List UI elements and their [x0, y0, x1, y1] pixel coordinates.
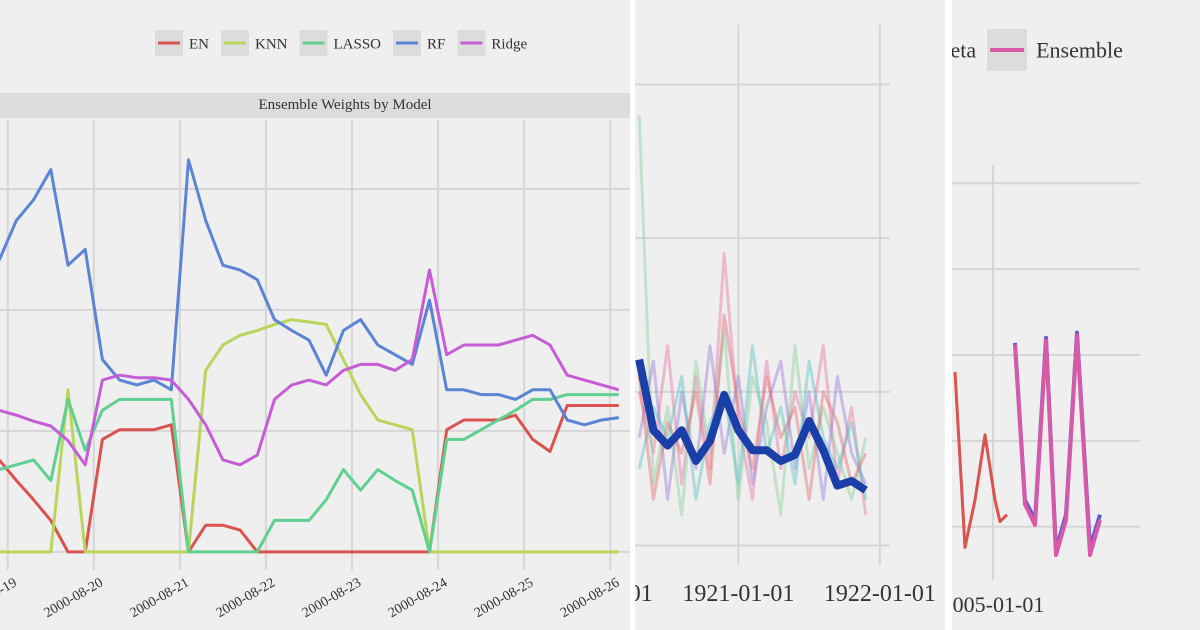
series-line	[1013, 333, 1102, 558]
series-line	[0, 268, 620, 467]
legend-label: Ridge	[491, 36, 527, 52]
x-tick-label: 2000-08-22	[214, 575, 278, 621]
series-line	[0, 158, 620, 427]
series-line	[635, 358, 868, 494]
series-line	[637, 313, 868, 501]
ensemble-panel: 2005-01-01 Theta Ensemble	[952, 0, 1200, 630]
x-tick-label: 2005-01-01	[952, 592, 1044, 617]
x-tick-label: 2000-08-19	[0, 575, 20, 621]
legend-label: EN	[189, 36, 209, 52]
x-tick-label: 2000-08-25	[472, 575, 536, 621]
series-line	[0, 404, 619, 554]
x-tick-label: 2000-08-24	[386, 575, 450, 621]
series-line	[953, 372, 1009, 549]
legend-label: LASSO	[334, 36, 382, 52]
legend-label: Ensemble	[1036, 38, 1123, 63]
x-tick-label: 2000-08-26	[558, 575, 622, 621]
x-tick-label: 1921-01-01	[682, 581, 794, 607]
legend-label: Theta	[952, 38, 976, 63]
series-line	[637, 344, 868, 501]
strip	[0, 93, 630, 118]
strip-title: Ensemble Weights by Model	[258, 97, 431, 113]
x-tick-label: 2000-08-21	[128, 575, 192, 621]
x-tick-label: 2000-08-20	[42, 575, 106, 621]
legend-label: KNN	[255, 36, 288, 52]
series-line	[0, 318, 619, 554]
x-tick-label: 1922-01-01	[824, 581, 936, 607]
x-tick-label: 2000-08-23	[300, 575, 364, 621]
series-line	[637, 115, 868, 517]
weights-panel: Ensemble Weights by Model 2000-08-19 2000…	[0, 0, 630, 630]
legend-label: RF	[427, 36, 445, 52]
series-line	[0, 393, 619, 554]
